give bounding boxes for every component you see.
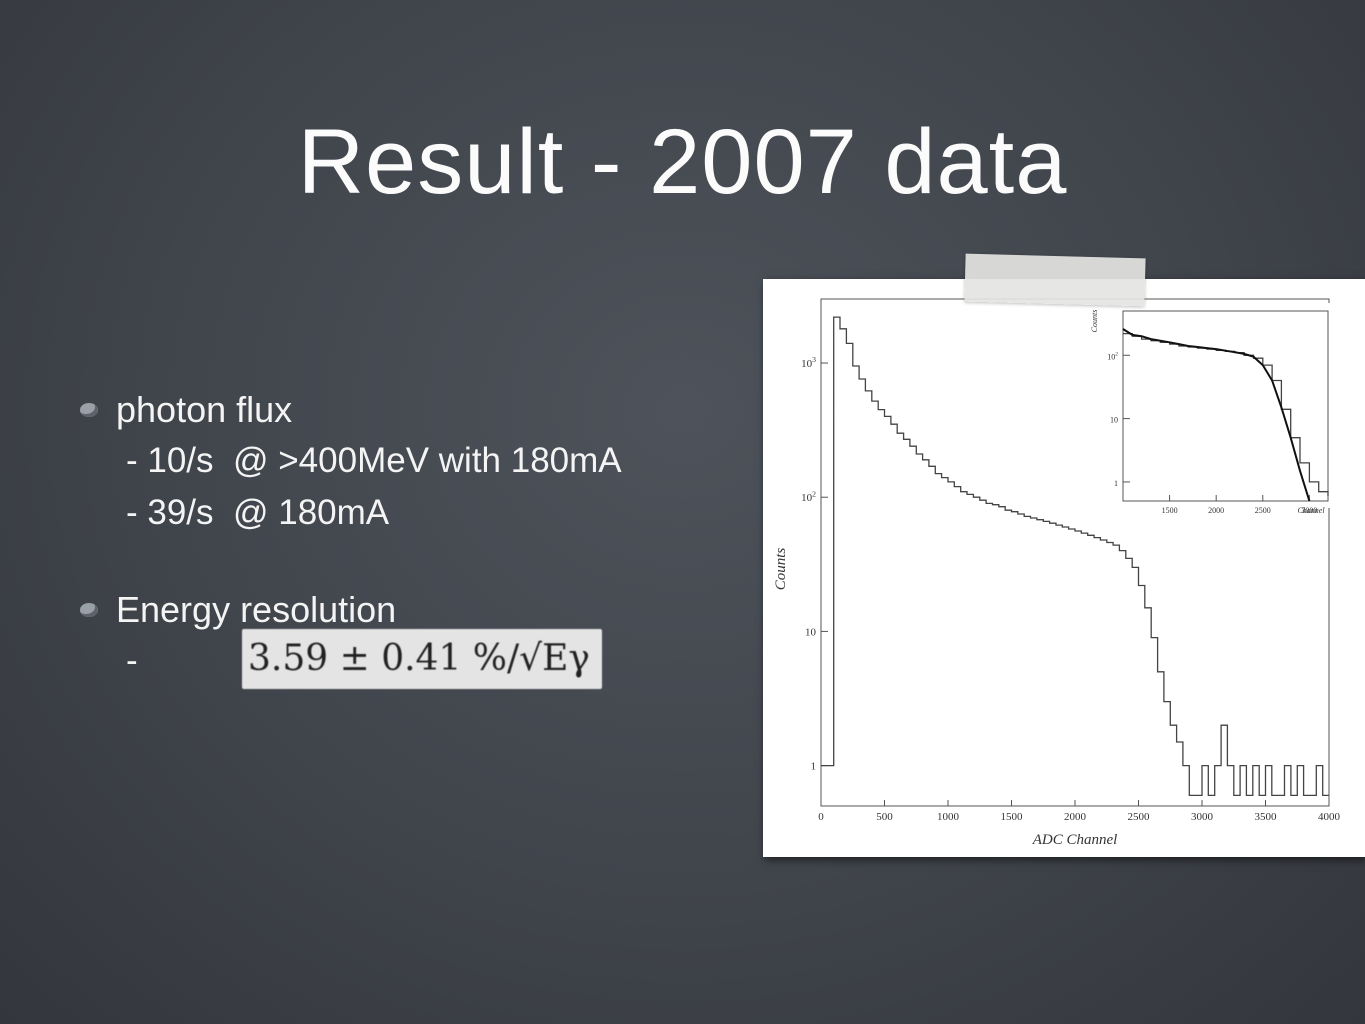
bullet-energy-resolution: Energy resolution [80, 585, 760, 635]
bullet-label: Energy resolution [116, 589, 397, 630]
bullet-subline: - 10/s @ >400MeV with 180mA [126, 441, 622, 480]
slide-title: Result - 2007 data [297, 111, 1068, 213]
main-chart-y-tick-label: 10 [805, 626, 817, 638]
inset-chart-x-tick-label: 2000 [1208, 506, 1224, 515]
bullet-subline: - [126, 641, 138, 680]
main-chart-y-tick-label: 1 [811, 761, 817, 773]
inset-chart-series-1 [1122, 328, 1311, 502]
bullet-eye-icon [80, 603, 98, 617]
inset-chart-y-axis-label: Counts [1090, 310, 1099, 333]
bullet-subline: - 39/s @ 180mA [126, 493, 390, 532]
main-chart-x-axis-label: ADC Channel [1032, 832, 1118, 848]
main-chart-x-tick-label: 4000 [1318, 811, 1341, 823]
inset-chart-x-tick-label: 2500 [1255, 506, 1271, 515]
main-chart-x-tick-label: 2500 [1128, 811, 1151, 823]
inset-background [1101, 303, 1331, 508]
resolution-formula: 3.59 ± 0.41 %/√Eγ [242, 629, 602, 689]
inset-chart-frame [1122, 310, 1329, 502]
main-chart-series-0 [821, 316, 1329, 797]
inset-chart-x-tick-label: 3000 [1301, 506, 1317, 515]
histogram-chart: 0 500 1000 1500 2000 2500 3000 3500 4000 1 10 102 10… [773, 298, 1341, 848]
inset-chart-y-tick-label: 102 [1107, 352, 1118, 362]
inset-chart-y-tick-label: 10 [1110, 416, 1118, 425]
main-chart-y-axis-label: Counts [773, 548, 789, 591]
main-chart-x-tick-label: 3500 [1255, 811, 1278, 823]
inset-chart-x-axis-label: Channel [1297, 506, 1325, 515]
main-chart-x-tick-label: 0 [818, 811, 824, 823]
formula-row: - 3.59 ± 0.41 %/√Eγ [80, 629, 760, 689]
main-chart-x-tick-label: 1500 [1001, 811, 1024, 823]
histogram-figure: 0 500 1000 1500 2000 2500 3000 3500 4000 1 10 102 10… [763, 279, 1365, 857]
main-chart-y-tick-label: 102 [801, 489, 816, 504]
tape-strip [964, 253, 1146, 307]
inset-chart-y-tick-label: 1 [1114, 479, 1118, 488]
main-chart-x-tick-label: 3000 [1191, 811, 1214, 823]
main-chart-y-tick-label: 103 [801, 355, 816, 370]
inset-chart-x-tick-label: 1500 [1162, 506, 1178, 515]
bullet-label: photon flux [116, 389, 293, 430]
main-chart-x-tick-label: 500 [876, 811, 893, 823]
main-chart-x-tick-label: 2000 [1064, 811, 1087, 823]
bullet-photon-flux: photon flux [80, 385, 760, 435]
bullet-list: photon flux - 10/s @ >400MeV with 180mA … [80, 385, 760, 689]
main-chart-x-tick-label: 1000 [937, 811, 960, 823]
bullet-eye-icon [80, 403, 98, 417]
